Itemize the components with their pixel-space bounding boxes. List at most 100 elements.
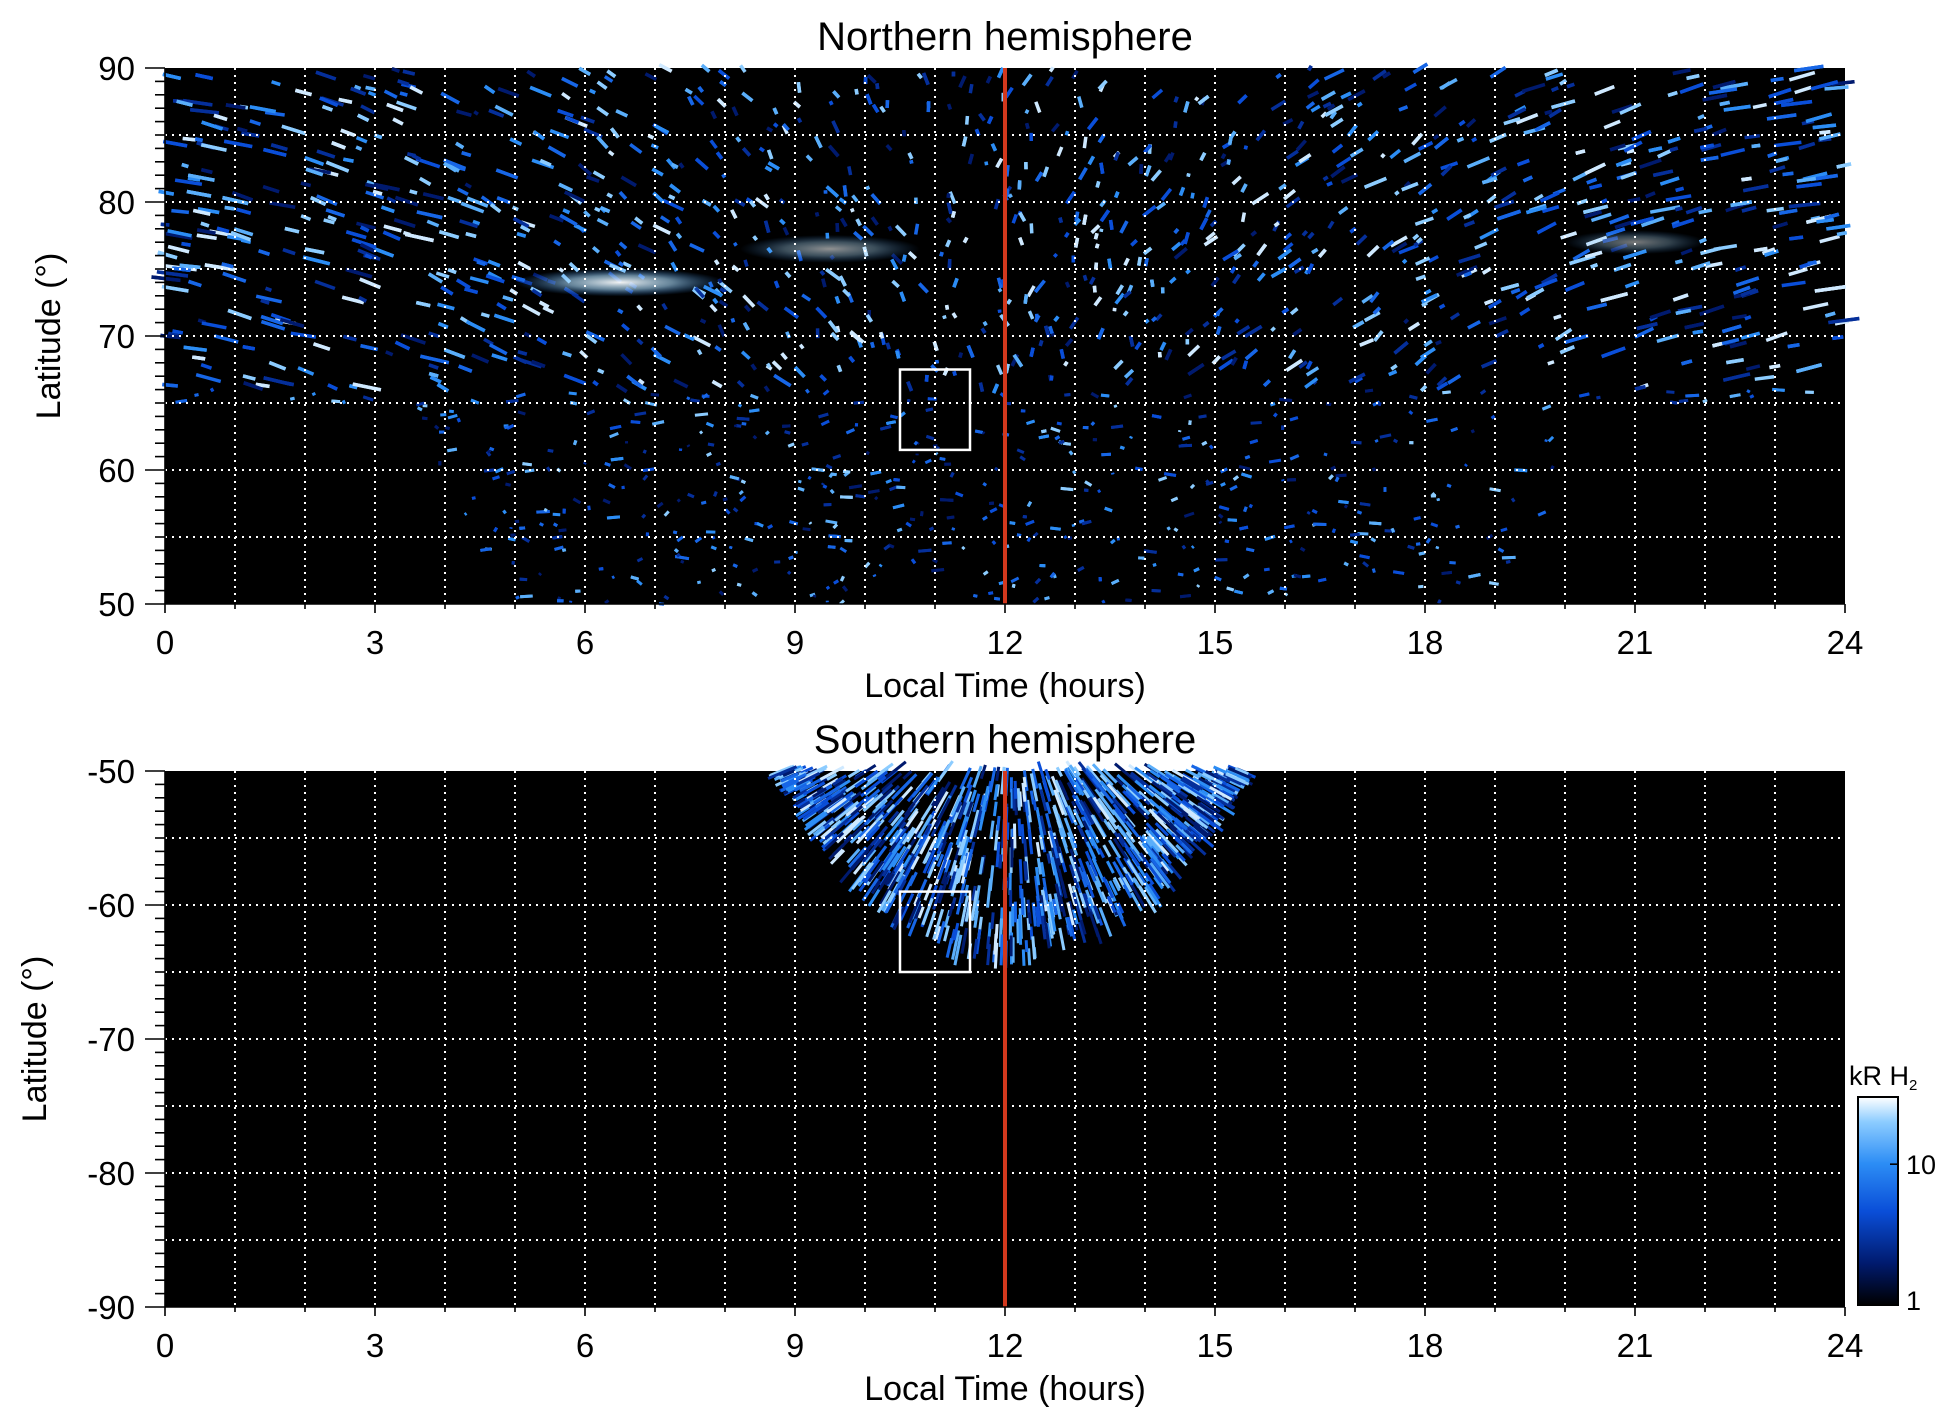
emission-streak [855, 795, 870, 808]
emission-streak [641, 513, 647, 519]
emission-streak [415, 401, 425, 407]
emission-streak [399, 91, 408, 97]
emission-streak [945, 937, 954, 958]
emission-streak [1226, 776, 1242, 786]
emission-streak [1055, 766, 1064, 778]
emission-streak [848, 484, 863, 490]
emission-streak [458, 364, 473, 373]
emission-streak [367, 90, 377, 97]
emission-streak [1702, 398, 1708, 404]
emission-streak [356, 221, 376, 230]
emission-streak [637, 378, 645, 385]
emission-streak [1665, 194, 1692, 202]
emission-streak [1681, 359, 1693, 366]
emission-streak [998, 854, 1003, 869]
emission-streak [803, 812, 828, 831]
emission-streak [1048, 325, 1054, 335]
emission-streak [1251, 191, 1270, 206]
emission-streak [943, 925, 950, 942]
emission-streak [1096, 327, 1105, 340]
emission-streak [742, 294, 756, 308]
emission-streak [1559, 78, 1568, 86]
emission-streak [1666, 390, 1675, 394]
emission-streak [1708, 87, 1738, 95]
emission-streak [1720, 147, 1746, 158]
emission-streak [392, 117, 404, 126]
emission-streak [794, 782, 808, 792]
emission-streak [883, 816, 905, 841]
emission-streak [1151, 780, 1173, 798]
emission-streak [850, 207, 855, 213]
emission-streak [1104, 506, 1113, 513]
emission-streak [196, 233, 217, 241]
emission-streak [512, 216, 530, 229]
emission-streak [1183, 393, 1192, 400]
emission-streak [1393, 570, 1405, 575]
emission-streak [996, 815, 1001, 831]
emission-streak [1363, 310, 1381, 323]
emission-streak [1095, 180, 1101, 188]
emission-streak [606, 69, 617, 78]
emission-streak [850, 804, 864, 817]
y-tick-label: -80 [87, 1155, 135, 1192]
emission-streak [932, 781, 952, 810]
emission-streak [1182, 847, 1194, 860]
emission-streak [1226, 159, 1231, 165]
emission-streak [827, 320, 839, 334]
emission-streak [1649, 204, 1681, 214]
emission-streak [847, 846, 868, 868]
emission-streak [1027, 310, 1035, 320]
emission-streak [822, 389, 830, 396]
emission-streak [471, 353, 490, 364]
emission-streak [526, 69, 536, 78]
emission-streak [1185, 268, 1191, 275]
emission-streak [1085, 841, 1097, 860]
emission-streak [469, 276, 489, 285]
emission-streak [1072, 808, 1084, 829]
emission-streak [637, 243, 657, 255]
emission-streak [466, 196, 489, 208]
emission-streak [840, 217, 848, 228]
emission-streak [943, 859, 952, 875]
emission-streak [1590, 262, 1599, 269]
emission-streak [201, 120, 224, 131]
emission-streak [1326, 103, 1336, 111]
emission-streak [1183, 807, 1199, 821]
emission-streak [772, 122, 779, 128]
emission-streak [1773, 140, 1802, 148]
emission-streak [521, 536, 531, 543]
emission-streak [1143, 143, 1153, 154]
emission-streak [372, 246, 395, 258]
emission-streak [955, 889, 965, 915]
emission-streak [1084, 850, 1099, 877]
emission-streak [189, 108, 220, 115]
emission-streak [1446, 483, 1452, 488]
emission-streak [1712, 79, 1736, 90]
emission-streak [769, 765, 793, 777]
emission-streak [1289, 416, 1299, 422]
emission-streak [1239, 525, 1249, 531]
emission-streak [365, 85, 376, 92]
emission-streak [710, 110, 717, 120]
emission-streak [1097, 489, 1102, 494]
emission-streak [622, 398, 631, 405]
emission-streak [1173, 527, 1179, 533]
emission-streak [739, 64, 747, 74]
emission-streak [724, 508, 731, 515]
emission-streak [491, 353, 508, 362]
emission-streak [839, 575, 845, 582]
emission-streak [636, 579, 643, 586]
emission-streak [366, 180, 375, 187]
emission-streak [255, 294, 283, 304]
emission-streak [465, 319, 486, 333]
emission-streak [1112, 861, 1125, 880]
emission-streak [744, 536, 754, 543]
emission-streak [236, 126, 248, 134]
emission-streak [225, 103, 246, 110]
emission-streak [913, 440, 919, 446]
emission-streak [386, 102, 404, 113]
emission-streak [972, 938, 979, 959]
emission-streak [875, 83, 880, 90]
emission-streak [573, 439, 578, 446]
emission-streak [709, 139, 718, 150]
